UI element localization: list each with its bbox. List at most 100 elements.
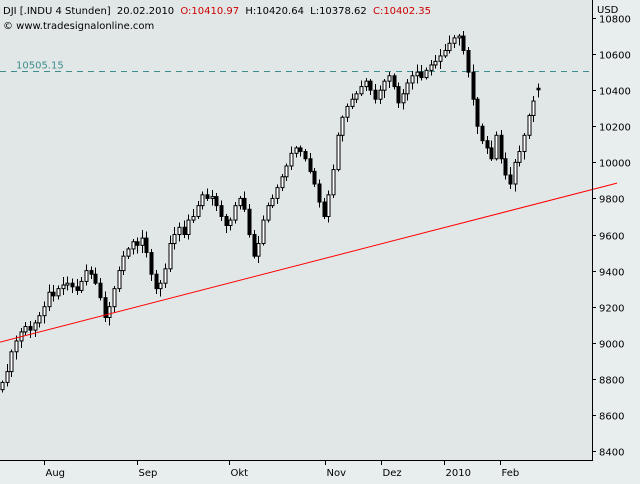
candle-body xyxy=(419,71,424,79)
candle-body xyxy=(121,255,126,272)
y-tick-label: 9000 xyxy=(599,340,624,351)
candle-body xyxy=(93,273,98,284)
candle-body xyxy=(280,176,285,189)
candle-body xyxy=(508,174,513,185)
candle-body xyxy=(37,315,42,324)
candle-body xyxy=(214,196,219,207)
candle-body xyxy=(177,226,182,236)
candle-body xyxy=(350,98,355,107)
x-tick-label: Feb xyxy=(502,468,520,479)
candle-body xyxy=(98,282,103,299)
candle-body xyxy=(312,170,317,185)
candle-body xyxy=(168,243,173,270)
candle-body xyxy=(489,147,494,160)
candle-body xyxy=(5,371,10,383)
x-tick-label: Aug xyxy=(46,468,66,479)
candle-body xyxy=(522,134,527,153)
candle-body xyxy=(354,93,359,100)
candle-body xyxy=(471,71,476,100)
candle-body xyxy=(126,248,131,257)
candle-body xyxy=(182,226,187,236)
candles xyxy=(0,31,541,393)
candle-body xyxy=(340,116,345,136)
candle-body xyxy=(536,87,541,91)
candle-body xyxy=(401,93,406,104)
candle-body xyxy=(466,50,471,73)
candle-body xyxy=(517,151,522,163)
candle-body xyxy=(261,219,266,245)
candle-body xyxy=(387,75,392,82)
candle-body xyxy=(359,86,364,95)
x-axis-ticks: Aug Sep Okt Nov Dez 2010 Feb xyxy=(44,460,520,479)
candle-body xyxy=(392,75,397,88)
x-tick-label: Dez xyxy=(383,468,402,479)
candle-body xyxy=(438,55,443,62)
y-tick-label: 9800 xyxy=(599,195,624,206)
y-tick-label: 9400 xyxy=(599,268,624,279)
candle-body xyxy=(79,280,84,291)
candle-body xyxy=(415,71,420,77)
candle-body xyxy=(154,273,159,290)
candle-body xyxy=(298,147,303,153)
candle-body xyxy=(424,69,429,79)
candle-body xyxy=(200,194,205,207)
candle-body xyxy=(84,270,89,282)
candle-body xyxy=(480,125,485,142)
candle-body xyxy=(163,268,168,284)
low-label: L:10378.62 xyxy=(310,6,367,17)
x-tick-label: 2010 xyxy=(446,468,471,479)
candle-body xyxy=(9,351,14,373)
candle-body xyxy=(135,241,140,246)
candle-body xyxy=(103,297,108,318)
candle-body xyxy=(368,80,373,91)
reference-line-label: 10505.15 xyxy=(16,61,64,72)
chart-header: DJI [.INDU 4 Stunden] 20.02.2010 O:10410… xyxy=(3,6,431,17)
candle-body xyxy=(447,42,452,52)
candle-body xyxy=(364,80,369,88)
candle-body xyxy=(499,134,504,160)
candle-body xyxy=(224,215,229,226)
open-label: O:10410.97 xyxy=(180,6,239,17)
candle-body xyxy=(23,326,28,333)
candle-body xyxy=(284,165,289,178)
candle-body xyxy=(331,169,336,196)
candle-body xyxy=(326,194,331,217)
y-tick-label: 8800 xyxy=(599,376,624,387)
candle-body xyxy=(373,89,378,100)
candle-body xyxy=(219,205,224,217)
candle-body xyxy=(527,114,532,136)
y-tick-label: 10400 xyxy=(599,87,631,98)
candle-body xyxy=(503,158,508,176)
high-label: H:10420.64 xyxy=(245,6,304,17)
candle-body xyxy=(270,197,275,207)
trend-line xyxy=(0,182,618,343)
y-tick-label: 9600 xyxy=(599,232,624,243)
currency-label: USD xyxy=(597,5,619,16)
candle-body xyxy=(205,194,210,199)
symbol-label: DJI [.INDU 4 Stunden] xyxy=(3,6,111,17)
candle-body xyxy=(429,64,434,71)
candle-body xyxy=(410,75,415,84)
candle-body xyxy=(33,322,38,331)
candle-body xyxy=(186,219,191,236)
candle-body xyxy=(461,35,466,52)
candle-body xyxy=(452,37,457,44)
candle-body xyxy=(242,197,247,210)
candle-body xyxy=(531,100,536,116)
candle-body xyxy=(196,205,201,217)
date-label: 20.02.2010 xyxy=(117,6,174,17)
y-tick-label: 10200 xyxy=(599,123,631,134)
candle-body xyxy=(0,381,5,391)
candle-body xyxy=(65,282,70,286)
y-tick-label: 9200 xyxy=(599,304,624,315)
candle-body xyxy=(158,282,163,290)
candle-body xyxy=(140,237,145,246)
candle-body xyxy=(252,234,257,257)
candle-body xyxy=(457,35,462,39)
candle-body xyxy=(247,208,252,236)
candle-body xyxy=(475,98,480,127)
candle-body xyxy=(42,306,47,317)
candle-body xyxy=(405,82,410,95)
y-tick-label: 10800 xyxy=(599,15,631,26)
candle-body xyxy=(28,326,33,331)
